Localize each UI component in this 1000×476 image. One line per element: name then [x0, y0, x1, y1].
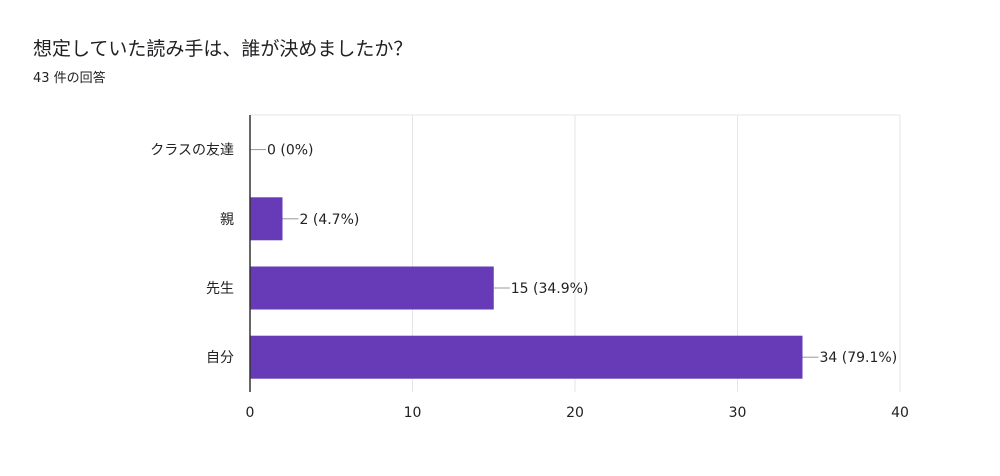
bar [250, 335, 803, 379]
response-count: 43 件の回答 [33, 71, 106, 86]
x-tick-label: 30 [729, 405, 747, 421]
bar [250, 197, 283, 241]
data-label: 34 (79.1%) [820, 350, 898, 366]
category-label: 親 [220, 212, 234, 228]
data-label: 0 (0%) [267, 143, 314, 159]
category-label: クラスの友達 [150, 143, 234, 159]
data-label: 15 (34.9%) [511, 281, 589, 297]
bars [250, 197, 803, 379]
x-tick-label: 0 [246, 405, 255, 421]
data-label: 2 (4.7%) [300, 212, 360, 228]
x-tick-label: 10 [404, 405, 422, 421]
labels: 0 10 20 30 40 0 (0%) クラスの友達 2 (4.7%) 親 15 (34.9%)… [150, 143, 909, 421]
chart-title: 想定していた読み手は、誰が決めましたか？ [33, 38, 413, 60]
x-tick-label: 40 [891, 405, 909, 421]
category-label: 先生 [206, 281, 234, 297]
category-label: 自分 [206, 350, 234, 366]
bar [250, 266, 494, 310]
x-tick-label: 20 [566, 405, 584, 421]
leader-lines [250, 149, 819, 358]
